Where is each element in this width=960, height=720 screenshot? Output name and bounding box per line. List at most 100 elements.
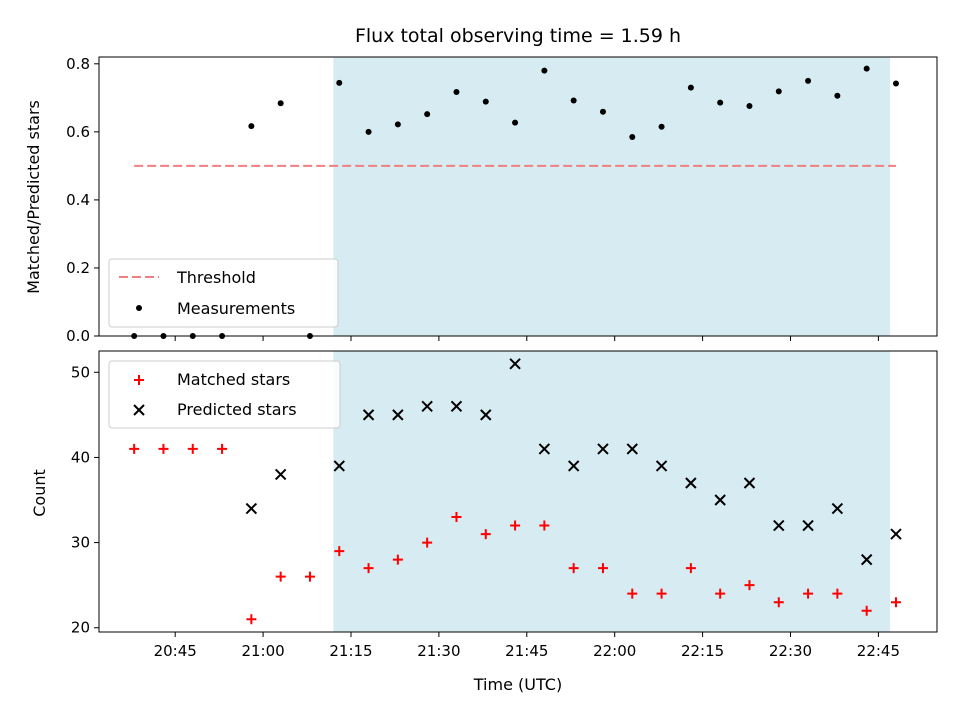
top-y-tick-label: 0.8 (66, 55, 90, 73)
predicted-stars-point (890, 528, 902, 540)
x-axis-label: Time (UTC) (473, 675, 562, 694)
matched-stars-point (568, 563, 579, 574)
predicted-stars-point (567, 460, 580, 472)
top-y-axis-label: Matched/Predicted stars (24, 100, 43, 294)
predicted-stars-point (362, 409, 375, 421)
bottom-legend: Matched stars Predicted stars (108, 360, 341, 429)
matched-stars-point (627, 588, 638, 599)
predicted-stars-point (802, 519, 814, 532)
matched-stars-point (890, 597, 901, 608)
measurement-point (219, 333, 226, 339)
predicted-stars-point (480, 409, 492, 421)
matched-stars-point (304, 571, 315, 582)
matched-stars-point (539, 520, 550, 531)
measurement-point (365, 128, 372, 135)
x-tick-label: 21:30 (417, 642, 460, 660)
top-y-tick-label: 0.2 (66, 259, 90, 277)
matched-stars-point (510, 520, 521, 531)
predicted-stars-point (860, 553, 873, 566)
top-legend: Threshold Measurements (108, 258, 339, 328)
predicted-stars-point (421, 400, 433, 413)
measurement-point (424, 111, 431, 118)
measurement-point (160, 333, 167, 339)
matched-stars-point (715, 588, 726, 599)
bottom-panel: 20 30 40 50 20:45 21:00 21:15 21:30 21:45 22:00 22… (71, 350, 938, 660)
bottom-y-tick-label: 40 (71, 448, 90, 466)
bottom-y-tick-label: 20 (71, 619, 90, 637)
measurement-point (775, 88, 782, 95)
matched-stars-point (187, 443, 198, 454)
matched-stars-point (158, 443, 169, 454)
measurement-point (306, 333, 313, 339)
matched-stars-point (334, 546, 345, 557)
x-tick-label: 21:00 (241, 642, 284, 660)
top-frame (98, 56, 938, 337)
measurement-point (687, 84, 694, 91)
bottom-highlight-span (333, 351, 891, 632)
measurement-point (746, 102, 753, 109)
matched-stars-point (392, 554, 403, 565)
legend-matched-stars-label: Matched stars (177, 370, 290, 389)
measurement-point (805, 77, 812, 84)
top-legend-box (108, 258, 339, 328)
matched-stars-point (803, 588, 814, 599)
legend-predicted-stars-swatch (133, 404, 145, 416)
predicted-stars-point (685, 477, 697, 489)
measurement-point (189, 333, 196, 339)
x-tick-label: 22:15 (681, 642, 724, 660)
top-panel: 0.0 0.2 0.4 0.6 0.8 Threshold Measurements (66, 55, 938, 345)
measurement-point (570, 97, 577, 104)
matched-stars-point (861, 605, 872, 616)
bottom-y-axis-label: Count (30, 469, 49, 517)
measurement-point (599, 108, 606, 115)
matched-stars-point (422, 537, 433, 548)
measurement-point (482, 98, 489, 105)
matched-stars-point (217, 443, 228, 454)
matched-stars-point (832, 588, 843, 599)
x-tick-label: 20:45 (154, 642, 197, 660)
measurement-point (394, 121, 401, 128)
measurement-point (336, 79, 343, 86)
predicted-stars-point (509, 358, 521, 370)
matched-stars-point (129, 443, 140, 454)
matched-stars-point (275, 571, 286, 582)
matched-stars-point (451, 512, 462, 523)
matched-stars-point (773, 597, 784, 608)
predicted-stars-point (450, 400, 463, 413)
measurement-point (658, 123, 665, 130)
top-highlight-span (333, 57, 891, 336)
measurement-point (512, 119, 519, 126)
bottom-y-tick-label: 30 (71, 534, 90, 552)
predicted-stars-point (743, 477, 756, 489)
bottom-frame (98, 350, 938, 633)
top-y-tick-label: 0.4 (66, 191, 90, 209)
predicted-stars-point (626, 443, 638, 455)
predicted-stars-point (597, 443, 609, 455)
matched-stars-point (246, 614, 257, 625)
x-tick-label: 22:45 (857, 642, 900, 660)
measurement-point (248, 123, 255, 130)
predicted-stars-point (333, 460, 345, 472)
matched-stars-point (685, 563, 696, 574)
bottom-legend-box (108, 360, 341, 429)
measurement-point (892, 80, 899, 87)
x-tick-label: 22:30 (769, 642, 812, 660)
predicted-stars-point (538, 443, 551, 455)
measurement-point (629, 133, 636, 140)
legend-measurements-label: Measurements (177, 299, 295, 318)
measurement-point (863, 65, 870, 72)
legend-matched-stars-swatch (134, 375, 144, 385)
predicted-stars-point (245, 502, 258, 515)
legend-predicted-stars-label: Predicted stars (177, 400, 297, 419)
matched-stars-point (597, 563, 608, 574)
matched-stars-point (480, 529, 491, 540)
measurement-point (277, 100, 284, 107)
measurement-point (834, 92, 841, 99)
measurement-point (453, 89, 460, 96)
matched-stars-point (744, 580, 755, 591)
legend-measurements-swatch (136, 305, 142, 311)
measurement-point (717, 99, 724, 106)
measurement-point (541, 67, 548, 74)
predicted-stars-point (274, 468, 287, 481)
